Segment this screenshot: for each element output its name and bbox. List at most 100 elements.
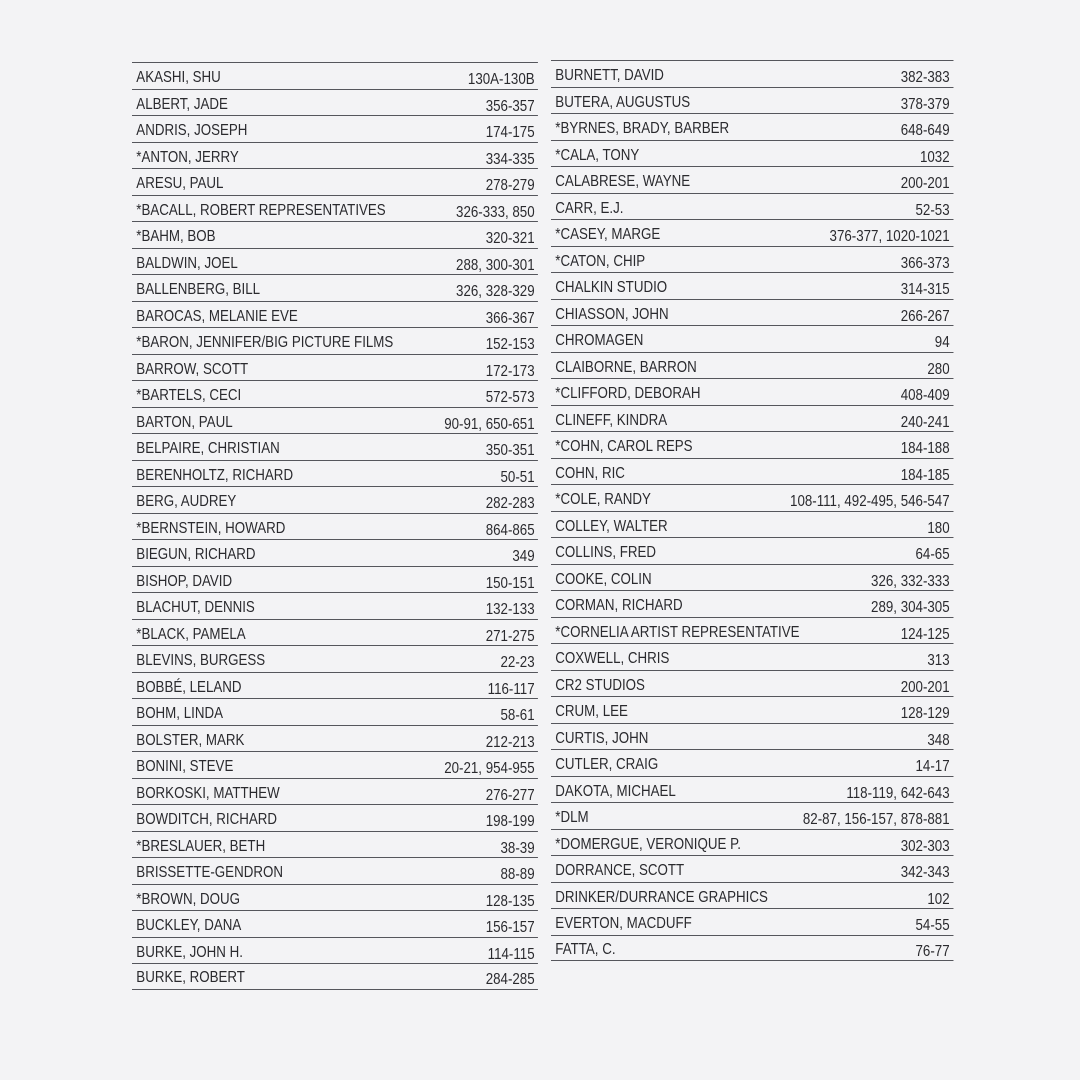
index-entry: *COLE, RANDY 108-111, 492-495, 546-547 (551, 484, 954, 511)
index-entry: BALDWIN, JOEL 288, 300-301 (132, 247, 539, 275)
entry-name: FATTA, C. (555, 940, 616, 958)
entry-name: BALDWIN, JOEL (136, 254, 238, 272)
entry-name: CHROMAGEN (555, 332, 644, 349)
entry-pages: 348 (927, 731, 950, 749)
entry-pages: 76-77 (915, 942, 950, 960)
entry-name: *COLE, RANDY (555, 491, 651, 508)
entry-name: *COHN, CAROL REPS (555, 438, 693, 455)
index-entry: BELPAIRE, CHRISTIAN 350-351 (132, 433, 539, 460)
index-entry: COLLEY, WALTER 180 (551, 510, 954, 538)
entry-pages: 376-377, 1020-1021 (829, 228, 950, 245)
entry-name: BLEVINS, BURGESS (136, 652, 266, 669)
entry-name: CHIASSON, JOHN (555, 305, 669, 323)
entry-pages: 54-55 (915, 917, 950, 934)
entry-pages: 20-21, 954-955 (444, 760, 535, 777)
index-entry: BERG, AUDREY 282-283 (132, 486, 539, 513)
entry-pages: 864-865 (485, 521, 535, 539)
index-entry: CORMAN, RICHARD 289, 304-305 (551, 590, 954, 617)
index-entry: COOKE, COLIN 326, 332-333 (551, 563, 954, 591)
entry-name: EVERTON, MACDUFF (555, 915, 692, 932)
entry-pages: 132-133 (485, 601, 535, 618)
entry-pages: 366-373 (900, 254, 950, 272)
index-entry: BORKOSKI, MATTHEW 276-277 (132, 777, 539, 805)
index-entry: BARROW, SCOTT 172-173 (132, 353, 539, 381)
index-entry: ANDRIS, JOSEPH 174-175 (132, 115, 539, 142)
entry-name: BOBBÉ, LELAND (136, 678, 242, 696)
index-entry: *CORNELIA ARTIST REPRESENTATIVE 124-125 (551, 616, 954, 644)
entry-pages: 320-321 (485, 230, 535, 247)
entry-name: CLAIBORNE, BARRON (555, 358, 697, 376)
index-entry: BISHOP, DAVID 150-151 (132, 565, 539, 593)
entry-pages: 124-125 (900, 625, 950, 643)
index-entry: *ANTON, JERRY 334-335 (132, 141, 539, 169)
index-column-right: BURNETT, DAVID 382-383 BUTERA, AUGUSTUS 378… (551, 60, 954, 961)
entry-name: *DLM (555, 809, 589, 826)
index-entry: BLEVINS, BURGESS 22-23 (132, 645, 539, 672)
index-entry: CALABRESE, WAYNE 200-201 (551, 166, 954, 193)
entry-pages: 130A-130B (467, 71, 535, 88)
index-entry: CRUM, LEE 128-129 (551, 696, 954, 723)
index-entry: *BERNSTEIN, HOWARD 864-865 (132, 512, 539, 540)
index-entry: CR2 STUDIOS 200-201 (551, 669, 954, 697)
index-entry: CHROMAGEN 94 (551, 325, 954, 352)
entry-name: BURKE, ROBERT (136, 969, 245, 986)
entry-name: *BARON, JENNIFER/BIG PICTURE FILMS (136, 334, 394, 351)
index-entry: *BRESLAUER, BETH 38-39 (132, 830, 539, 858)
entry-name: BURNETT, DAVID (555, 67, 664, 84)
entry-name: ALBERT, JADE (136, 95, 228, 113)
index-entry: CHALKIN STUDIO 314-315 (551, 272, 954, 299)
entry-pages: 88-89 (500, 866, 535, 883)
index-entry: *BARON, JENNIFER/BIG PICTURE FILMS 152-15… (132, 327, 539, 354)
entry-name: *BERNSTEIN, HOWARD (136, 519, 286, 537)
index-entry: BRISSETTE-GENDRON 88-89 (132, 857, 539, 884)
index-entry: BOWDITCH, RICHARD 198-199 (132, 804, 539, 831)
entry-pages: 108-111, 492-495, 546-547 (790, 493, 950, 510)
entry-name: BELPAIRE, CHRISTIAN (136, 440, 280, 457)
index-entry: EVERTON, MACDUFF 54-55 (551, 908, 954, 935)
index-entry: COXWELL, CHRIS 313 (551, 643, 954, 670)
entry-name: COLLEY, WALTER (555, 517, 668, 535)
entry-pages: 350-351 (485, 442, 535, 459)
index-entry: FATTA, C. 76-77 (551, 934, 954, 961)
index-entry: BOBBÉ, LELAND 116-117 (132, 671, 539, 699)
index-entry: *CATON, CHIP 366-373 (551, 245, 954, 273)
index-entry: BONINI, STEVE 20-21, 954-955 (132, 751, 539, 778)
index-entry: BOHM, LINDA 58-61 (132, 698, 539, 725)
entry-pages: 156-157 (485, 919, 535, 936)
entry-name: CURTIS, JOHN (555, 729, 649, 747)
index-entry: BARTON, PAUL 90-91, 650-651 (132, 406, 539, 434)
entry-pages: 152-153 (485, 336, 535, 353)
entry-pages: 280 (927, 360, 950, 378)
entry-name: BAROCAS, MELANIE EVE (136, 307, 298, 325)
entry-name: *CLIFFORD, DEBORAH (555, 385, 701, 402)
entry-pages: 408-409 (900, 387, 950, 404)
entry-pages: 174-175 (485, 124, 535, 141)
entry-name: DORRANCE, SCOTT (555, 862, 685, 879)
entry-name: CHALKIN STUDIO (555, 279, 668, 296)
entry-pages: 116-117 (487, 680, 535, 698)
entry-pages: 200-201 (900, 175, 950, 192)
entry-pages: 326, 332-333 (871, 572, 950, 590)
entry-pages: 648-649 (900, 122, 950, 139)
entry-name: BISHOP, DAVID (136, 572, 233, 590)
entry-pages: 150-151 (485, 574, 535, 592)
index-entry: BALLENBERG, BILL 326, 328-329 (132, 274, 539, 301)
entry-pages: 342-343 (900, 864, 950, 881)
entry-name: DAKOTA, MICHAEL (555, 782, 676, 800)
entry-pages: 212-213 (485, 733, 535, 751)
entry-name: ANDRIS, JOSEPH (136, 122, 248, 139)
index-entry: ALBERT, JADE 356-357 (132, 88, 539, 116)
index-entry: CUTLER, CRAIG 14-17 (551, 749, 954, 776)
entry-name: BOLSTER, MARK (136, 731, 245, 749)
index-entry: DAKOTA, MICHAEL 118-119, 642-643 (551, 775, 954, 803)
entry-pages: 180 (927, 519, 950, 537)
entry-pages: 172-173 (485, 362, 535, 380)
entry-pages: 50-51 (500, 468, 535, 486)
entry-name: COLLINS, FRED (555, 544, 657, 561)
entry-name: CORMAN, RICHARD (555, 597, 683, 614)
entry-name: *CORNELIA ARTIST REPRESENTATIVE (555, 623, 800, 641)
entry-name: CLINEFF, KINDRA (555, 411, 668, 429)
entry-pages: 334-335 (485, 150, 535, 168)
entry-pages: 52-53 (915, 201, 950, 219)
entry-pages: 114-115 (487, 945, 535, 963)
